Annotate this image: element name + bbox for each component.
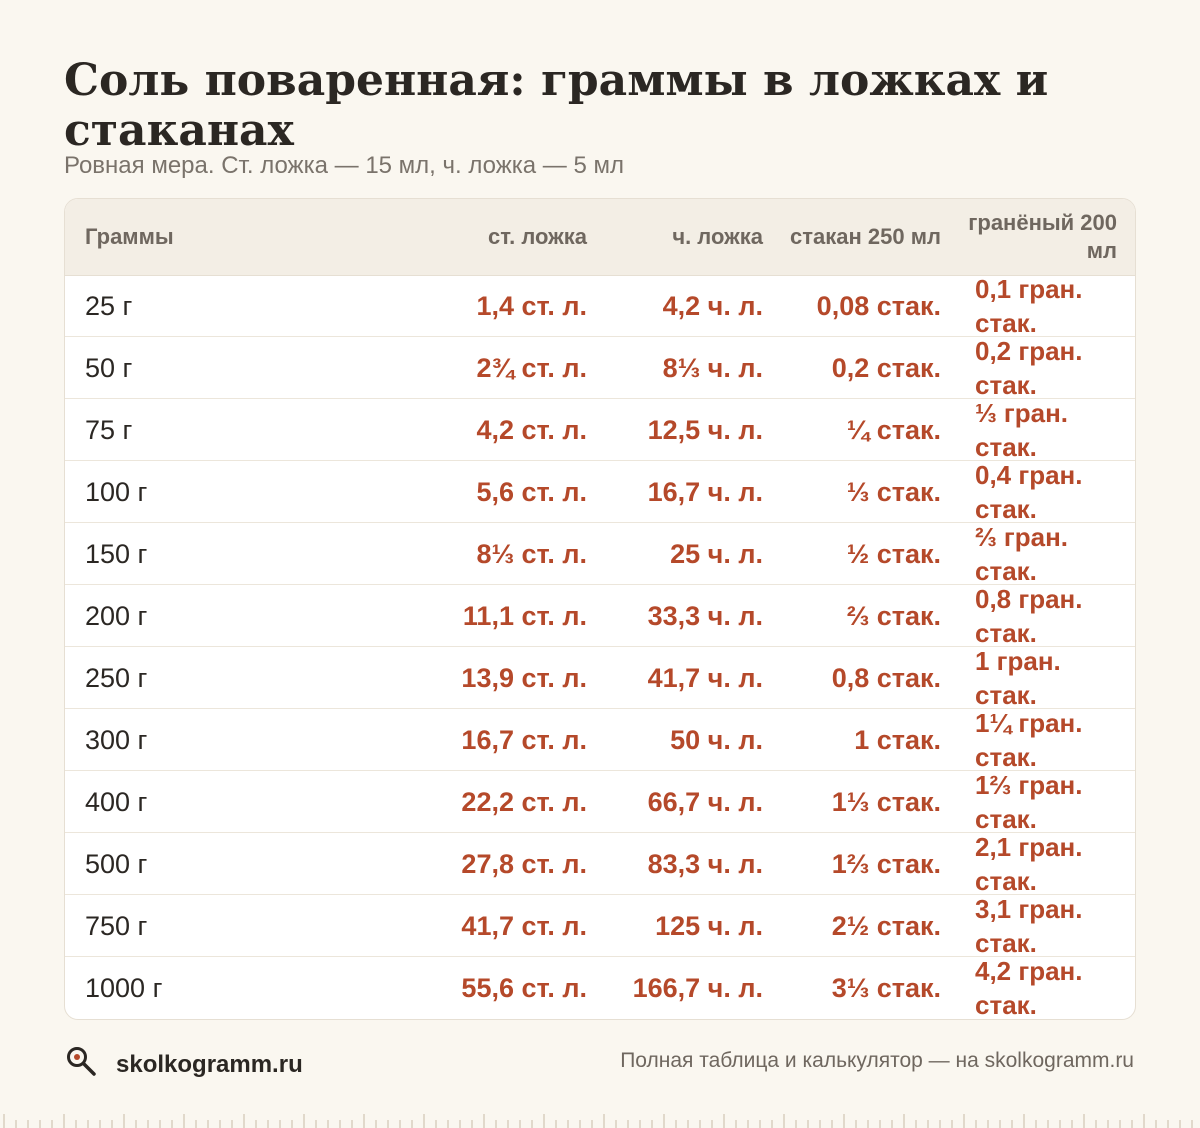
- brand-label: skolkogramm.ru: [116, 1050, 303, 1078]
- cell-tablespoon: 27,8 ст. л.: [461, 848, 587, 879]
- cell-glass-250: ¼ стак.: [846, 414, 941, 445]
- cell-grams: 1000 г: [85, 972, 163, 1003]
- cell-teaspoon: 125 ч. л.: [655, 910, 763, 941]
- header-faceted-glass-200: гранёный 200 мл: [968, 210, 1117, 263]
- table-row: 1000 г 55,6 ст. л. 166,7 ч. л. 3⅓ стак. 4,2 …: [65, 955, 1135, 1020]
- table-row: 25 г 1,4 ст. л. 4,2 ч. л. 0,08 стак. 0,1 гра…: [65, 273, 1135, 338]
- cell-tablespoon: 4,2 ст. л.: [476, 414, 587, 445]
- cell-teaspoon: 50 ч. л.: [670, 724, 763, 755]
- cell-faceted-glass-200: 3,1 гран. стак.: [975, 893, 1083, 958]
- cell-grams: 500 г: [85, 848, 148, 879]
- cell-tablespoon: 16,7 ст. л.: [461, 724, 587, 755]
- cell-teaspoon: 33,3 ч. л.: [647, 600, 763, 631]
- cell-glass-250: 0,8 стак.: [831, 662, 941, 693]
- cell-grams: 75 г: [85, 414, 133, 445]
- cell-tablespoon: 55,6 ст. л.: [461, 972, 587, 1003]
- header-grams: Граммы: [85, 224, 174, 249]
- page-title: Соль поваренная: граммы в ложках и стака…: [64, 55, 1049, 156]
- ruler-decoration: [3, 1114, 1193, 1128]
- header-teaspoon: ч. ложка: [672, 224, 763, 249]
- cell-tablespoon: 22,2 ст. л.: [461, 786, 587, 817]
- cell-tablespoon: 8⅓ ст. л.: [476, 538, 587, 569]
- footer-note: Полная таблица и калькулятор — на skolko…: [620, 1049, 1134, 1072]
- cell-faceted-glass-200: ⅔ гран. стак.: [975, 521, 1069, 586]
- table-row: 300 г 16,7 ст. л. 50 ч. л. 1 стак. 1¼ гран. …: [65, 707, 1135, 772]
- cell-faceted-glass-200: 0,1 гран. стак.: [975, 273, 1083, 338]
- table-row: 500 г 27,8 ст. л. 83,3 ч. л. 1⅔ стак. 2,1 гр…: [65, 831, 1135, 896]
- cell-tablespoon: 2¾ ст. л.: [476, 352, 587, 383]
- conversion-table: Граммы ст. ложка ч. ложка стакан 250 мл …: [64, 198, 1136, 1020]
- cell-glass-250: ⅓ стак.: [846, 476, 941, 507]
- cell-grams: 300 г: [85, 724, 148, 755]
- cell-teaspoon: 4,2 ч. л.: [662, 290, 763, 321]
- page-subtitle: Ровная мера. Ст. ложка — 15 мл, ч. ложка…: [64, 152, 624, 179]
- cell-faceted-glass-200: 1 гран. стак.: [975, 645, 1061, 710]
- footer-brand: skolkogramm.ru: [64, 1044, 303, 1085]
- cell-grams: 200 г: [85, 600, 148, 631]
- table-row: 200 г 11,1 ст. л. 33,3 ч. л. ⅔ стак. 0,8 гра…: [65, 583, 1135, 648]
- table-row: 75 г 4,2 ст. л. 12,5 ч. л. ¼ стак. ⅓ гран. с…: [65, 397, 1135, 462]
- cell-faceted-glass-200: 4,2 гран. стак.: [975, 955, 1083, 1020]
- table-row: 400 г 22,2 ст. л. 66,7 ч. л. 1⅓ стак. 1⅔ гра…: [65, 769, 1135, 834]
- table-row: 100 г 5,6 ст. л. 16,7 ч. л. ⅓ стак. 0,4 гран…: [65, 459, 1135, 524]
- cell-glass-250: 0,08 стак.: [816, 290, 941, 321]
- cell-teaspoon: 12,5 ч. л.: [647, 414, 763, 445]
- cell-grams: 750 г: [85, 910, 148, 941]
- table-row: 150 г 8⅓ ст. л. 25 ч. л. ½ стак. ⅔ гран. ста…: [65, 521, 1135, 586]
- cell-faceted-glass-200: 0,2 гран. стак.: [975, 335, 1083, 400]
- header-glass-250: стакан 250 мл: [790, 224, 941, 249]
- cell-tablespoon: 41,7 ст. л.: [461, 910, 587, 941]
- cell-tablespoon: 11,1 ст. л.: [462, 600, 587, 631]
- cell-teaspoon: 66,7 ч. л.: [647, 786, 763, 817]
- cell-faceted-glass-200: 0,4 гран. стак.: [975, 459, 1083, 524]
- cell-grams: 400 г: [85, 786, 148, 817]
- cell-faceted-glass-200: 1¼ гран. стак.: [975, 707, 1083, 772]
- cell-grams: 25 г: [85, 290, 133, 321]
- cell-teaspoon: 25 ч. л.: [670, 538, 763, 569]
- cell-glass-250: 3⅓ стак.: [831, 972, 941, 1003]
- cell-tablespoon: 1,4 ст. л.: [476, 290, 587, 321]
- cell-tablespoon: 13,9 ст. л.: [461, 662, 587, 693]
- cell-faceted-glass-200: 2,1 гран. стак.: [975, 831, 1083, 896]
- cell-teaspoon: 83,3 ч. л.: [647, 848, 763, 879]
- cell-glass-250: 0,2 стак.: [831, 352, 941, 383]
- cell-teaspoon: 16,7 ч. л.: [647, 476, 763, 507]
- cell-grams: 100 г: [85, 476, 148, 507]
- cell-glass-250: ⅔ стак.: [846, 600, 941, 631]
- cell-glass-250: 2½ стак.: [831, 910, 941, 941]
- cell-faceted-glass-200: ⅓ гран. стак.: [975, 397, 1069, 462]
- cell-faceted-glass-200: 1⅔ гран. стак.: [975, 769, 1083, 834]
- cell-teaspoon: 41,7 ч. л.: [647, 662, 763, 693]
- cell-grams: 250 г: [85, 662, 148, 693]
- cell-glass-250: 1⅓ стак.: [831, 786, 941, 817]
- cell-grams: 50 г: [85, 352, 133, 383]
- table-row: 250 г 13,9 ст. л. 41,7 ч. л. 0,8 стак. 1 гра…: [65, 645, 1135, 710]
- table-header: Граммы ст. ложка ч. ложка стакан 250 мл …: [65, 199, 1135, 276]
- cell-teaspoon: 166,7 ч. л.: [632, 972, 763, 1003]
- magnifier-icon: [64, 1044, 100, 1085]
- cell-faceted-glass-200: 0,8 гран. стак.: [975, 583, 1083, 648]
- cell-tablespoon: 5,6 ст. л.: [476, 476, 587, 507]
- table-row: 50 г 2¾ ст. л. 8⅓ ч. л. 0,2 стак. 0,2 гран. …: [65, 335, 1135, 400]
- cell-grams: 150 г: [85, 538, 148, 569]
- table-row: 750 г 41,7 ст. л. 125 ч. л. 2½ стак. 3,1 гра…: [65, 893, 1135, 958]
- cell-glass-250: 1⅔ стак.: [831, 848, 941, 879]
- header-tablespoon: ст. ложка: [488, 224, 587, 249]
- cell-teaspoon: 8⅓ ч. л.: [662, 352, 763, 383]
- cell-glass-250: 1 стак.: [854, 724, 941, 755]
- cell-glass-250: ½ стак.: [846, 538, 941, 569]
